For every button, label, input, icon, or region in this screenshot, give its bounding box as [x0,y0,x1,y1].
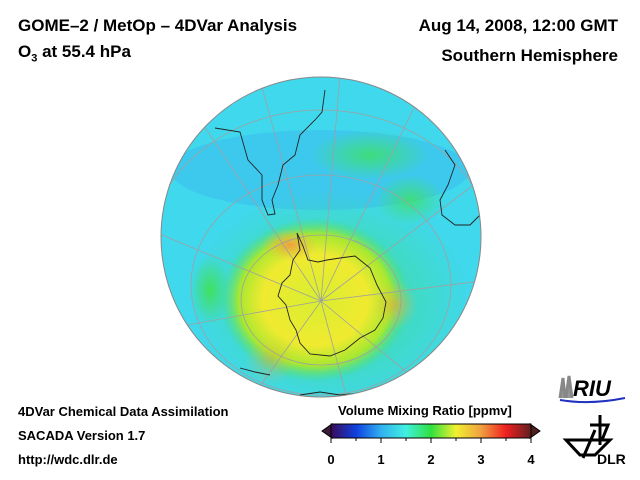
colorbar [321,423,541,443]
riu-logo: RIU [558,375,626,404]
footer-line-1: 4DVar Chemical Data Assimilation [18,404,229,419]
colorbar-tick-label: 1 [377,452,385,467]
colorbar-tick-label: 3 [477,452,485,467]
colorbar-title: Volume Mixing Ratio [ppmv] [338,403,512,418]
south-america-outline [214,89,326,216]
colorbar-tick-label: 2 [427,452,435,467]
globe-rim [160,76,482,398]
svg-text:DLR: DLR [597,451,626,467]
footer-line-2: SACADA Version 1.7 [18,428,146,443]
colorbar-tick-label: 4 [527,452,535,467]
species: O [18,42,32,61]
footer-url[interactable]: http://wdc.dlr.de [18,452,118,467]
plot-subtitle: O3 at 55.4 hPa [18,42,131,64]
analysis-date: Aug 14, 2008, 12:00 GMT [418,16,618,35]
pressure-level: at 55.4 hPa [37,42,131,61]
colorbar-bar [330,423,532,439]
svg-text:RIU: RIU [573,376,612,401]
hemisphere-label: Southern Hemisphere [441,46,618,65]
globe [161,77,481,397]
new-zealand-outline [239,367,271,376]
species-subscript: 3 [31,52,38,65]
coastlines [214,89,481,396]
africa-outline [439,149,481,226]
colorbar-tick-label: 0 [327,452,335,467]
plot-title: GOME–2 / MetOp – 4DVar Analysis [18,16,298,35]
dlr-logo: DLR [562,415,626,467]
antarctica-outline [277,232,387,357]
